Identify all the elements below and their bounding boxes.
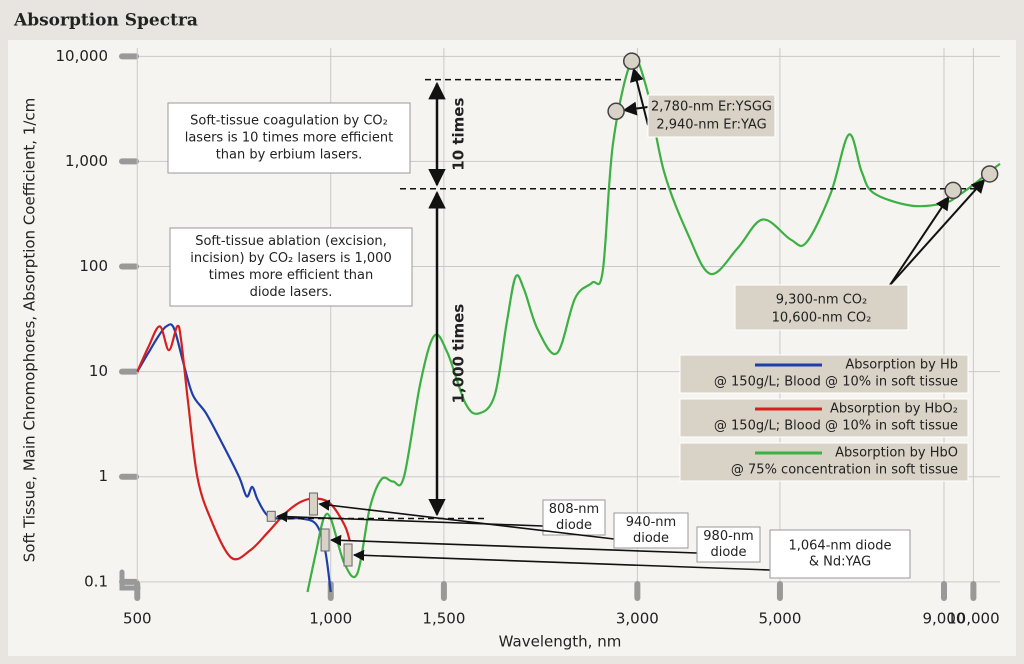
callout-box (647, 94, 776, 138)
x-tick-label: 1,000 (309, 610, 352, 628)
diode-box (769, 529, 911, 579)
callout-label: 2,780-nm Er:YSGG (651, 100, 772, 115)
ratio-label: 10 times (450, 98, 468, 171)
diode-marker (320, 528, 330, 552)
x-tick-label: 9,000 (923, 610, 966, 628)
diode-marker (266, 510, 276, 522)
x-tick-label: 500 (123, 610, 152, 628)
series-line (306, 57, 1001, 593)
legend-label: Absorption by HbO₂ (830, 402, 958, 417)
diode-label: 940-nm (626, 515, 676, 530)
diode-marker (308, 492, 318, 516)
y-tick-label: 1,000 (65, 152, 108, 170)
laser-point (622, 52, 641, 70)
y-tick-label: 1 (98, 467, 108, 485)
legend-note: @ 150g/L; Blood @ 10% in soft tissue (714, 419, 958, 434)
x-tick-label: 3,000 (616, 610, 659, 628)
annotation-text: diode lasers. (250, 285, 333, 300)
diode-label: diode (556, 518, 592, 533)
callout-label: 2,940-nm Er:YAG (656, 118, 766, 133)
annotation-box (169, 227, 413, 307)
diode-box (613, 512, 689, 549)
y-tick-label: 0.1 (84, 572, 108, 590)
y-tick-label: 100 (79, 257, 108, 275)
diode-label: & Nd:YAG (809, 555, 871, 570)
callout-label: 9,300-nm CO₂ (776, 293, 867, 308)
laser-point (607, 102, 625, 121)
diode-arrow (329, 534, 698, 554)
callout-label: 10,600-nm CO₂ (772, 311, 872, 326)
diode-box (696, 526, 761, 563)
diode-label: diode (710, 545, 746, 560)
diode-arrow (352, 549, 771, 571)
diode-label: 1,064-nm diode (788, 539, 891, 554)
diode-box (542, 499, 606, 536)
x-tick-label: 10,000 (947, 610, 1000, 628)
diode-label: diode (633, 531, 669, 546)
annotation-text: lasers is 10 times more efficient (185, 131, 394, 146)
legend-note: @ 150g/L; Blood @ 10% in soft tissue (714, 375, 958, 390)
annotation-text: incision) by CO₂ lasers is 1,000 (190, 251, 391, 266)
callout-box (734, 284, 909, 331)
y-axis-label: Soft Tissue, Main Chromophores, Absorpti… (21, 98, 39, 563)
y-tick-label: 10,000 (56, 47, 109, 65)
chart-title: Absorption Spectra (13, 11, 198, 31)
y-tick-label: 10 (89, 362, 108, 380)
diode-label: 980-nm (703, 529, 753, 544)
x-tick-label: 1,500 (422, 610, 465, 628)
ratio-label: 1,000 times (450, 304, 468, 404)
corner-mark (119, 569, 141, 591)
annotation-box (167, 102, 411, 174)
laser-point (944, 181, 962, 200)
callout-arrow (889, 195, 950, 286)
diode-marker (343, 543, 353, 567)
annotation-text: Soft-tissue ablation (excision, (195, 234, 387, 249)
x-tick-label: 5,000 (758, 610, 801, 628)
x-axis-label: Wavelength, nm (499, 633, 622, 651)
legend-label: Absorption by Hb (845, 358, 958, 373)
diode-arrow (276, 511, 544, 527)
callout-arrow (630, 67, 649, 126)
annotation-text: times more efficient than (209, 268, 373, 283)
legend-box (679, 354, 969, 394)
legend-box (679, 398, 969, 438)
legend-box (679, 442, 969, 482)
callout-arrow (889, 178, 986, 286)
legend-label: Absorption by HbO (835, 446, 958, 461)
legend-note: @ 75% concentration in soft tissue (731, 463, 958, 478)
diode-label: 808-nm (549, 502, 599, 517)
diode-arrow (318, 499, 615, 540)
laser-point (980, 165, 999, 183)
annotation-text: Soft-tissue coagulation by CO₂ (190, 114, 388, 129)
annotation-text: than by erbium lasers. (216, 148, 363, 163)
